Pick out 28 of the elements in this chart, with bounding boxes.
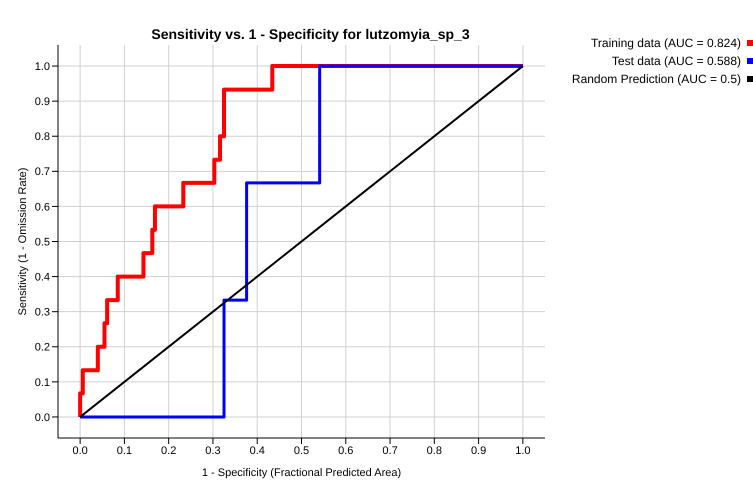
x-tick-label: 0.0: [72, 444, 88, 457]
y-tick-label: 0.2: [34, 342, 50, 354]
y-tick-label: 0.0: [34, 412, 50, 424]
x-tick-label: 0.3: [205, 444, 221, 457]
x-tick-label: 1.0: [515, 444, 531, 457]
chart-title: Sensitivity vs. 1 - Specificity for lutzomyia_sp_3: [150, 26, 471, 42]
x-tick-label: 0.6: [338, 444, 354, 457]
x-tick-label: 0.9: [470, 444, 486, 457]
legend-label: Random Prediction (AUC = 0.5): [572, 71, 741, 88]
x-tick-label: 0.8: [426, 444, 442, 457]
y-tick-label: 0.5: [34, 236, 50, 248]
y-tick-label: 0.4: [34, 271, 50, 284]
x-tick-label: 0.4: [250, 444, 265, 457]
y-tick-label: 1.0: [34, 60, 50, 73]
x-tick-label: 0.2: [161, 444, 176, 457]
y-tick-label: 0.6: [34, 201, 50, 214]
y-axis-title: Sensitivity (1 - Omission Rate): [16, 168, 29, 316]
legend-label: Training data (AUC = 0.824): [591, 35, 741, 52]
x-tick-label: 0.7: [382, 444, 398, 457]
y-tick-label: 0.9: [34, 96, 50, 108]
y-tick-label: 0.7: [34, 166, 50, 178]
y-tick-label: 0.1: [34, 376, 50, 389]
x-tick-label: 0.1: [116, 444, 132, 457]
x-axis-title: 1 - Specificity (Fractional Predicted Area): [202, 467, 402, 479]
y-tick-label: 0.3: [34, 306, 50, 319]
y-tick-label: 0.8: [34, 131, 50, 144]
x-tick-label: 0.5: [294, 444, 310, 457]
legend-label: Test data (AUC = 0.588): [612, 53, 741, 70]
